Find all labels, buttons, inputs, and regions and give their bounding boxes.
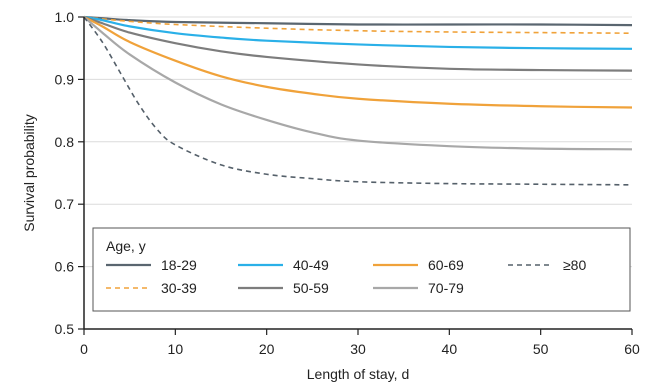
series-line-30-39 <box>83 16 633 35</box>
legend-label-≥80: ≥80 <box>563 257 586 273</box>
y-tick-label: 0.6 <box>55 259 75 275</box>
legend-label-60-69: 60-69 <box>428 257 464 273</box>
legend-label-40-49: 40-49 <box>293 257 329 273</box>
legend-title: Age, y <box>106 238 146 254</box>
series-line-40-49 <box>83 15 633 50</box>
series-lines <box>83 15 633 186</box>
y-tick-label: 0.8 <box>55 134 75 150</box>
y-axis-label: Survival probability <box>21 114 37 232</box>
series-line-60-69 <box>83 16 633 109</box>
x-axis-label: Length of stay, d <box>307 366 409 382</box>
y-tick-label: 0.5 <box>55 321 75 337</box>
x-tick-label: 30 <box>350 341 366 357</box>
legend-label-70-79: 70-79 <box>428 280 464 296</box>
legend-items: 18-29 30-39 40-49 50-59 60-69 70-79 ≥80 <box>106 257 586 296</box>
series-line-50-59 <box>83 15 633 72</box>
legend-label-30-39: 30-39 <box>161 280 197 296</box>
x-tick-label: 20 <box>259 341 275 357</box>
x-tick-label: 0 <box>80 341 88 357</box>
x-tick-label: 10 <box>168 341 184 357</box>
legend-label-50-59: 50-59 <box>293 280 329 296</box>
series-line-70-79 <box>83 16 633 151</box>
y-tick-label: 0.9 <box>55 71 75 87</box>
legend-label-18-29: 18-29 <box>161 257 197 273</box>
series-line-18-29 <box>83 15 633 27</box>
x-tick-label: 40 <box>442 341 458 357</box>
legend-box <box>92 227 631 312</box>
series-line-≥80 <box>83 16 633 186</box>
x-tick-label: 60 <box>624 341 640 357</box>
y-ticks: 0.5 0.6 0.7 0.8 0.9 1.0 <box>55 9 84 337</box>
y-tick-label: 0.7 <box>55 196 75 212</box>
legend: Age, y 18-29 30-39 40-49 50-59 60-69 70-79 ≥80 <box>92 227 631 312</box>
x-tick-label: 50 <box>533 341 549 357</box>
y-tick-label: 1.0 <box>55 9 75 25</box>
x-ticks: 0 10 20 30 40 50 60 <box>80 329 640 357</box>
